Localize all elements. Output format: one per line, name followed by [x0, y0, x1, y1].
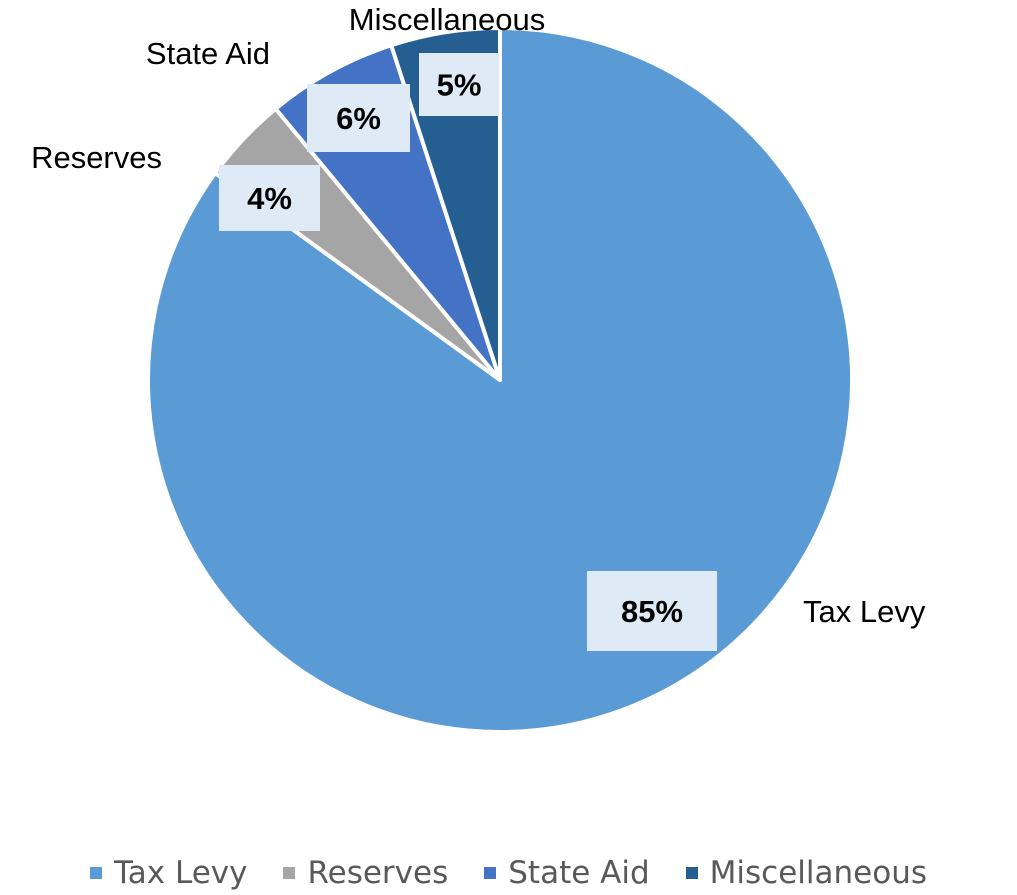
- category-label-tax-levy: Tax Levy: [803, 594, 926, 629]
- pie-labels: 85% Tax Levy 4% Reserves 6% State Aid 5% Miscel…: [31, 2, 926, 651]
- data-label-box-reserves: [219, 165, 320, 231]
- category-label-state-aid: State Aid: [146, 36, 270, 71]
- legend-item-state-aid: State Aid: [484, 855, 650, 891]
- legend-swatch-reserves: [283, 867, 296, 879]
- legend-label-tax-levy: Tax Levy: [113, 855, 248, 891]
- pie-slices: [146, 26, 854, 734]
- legend-swatch-state-aid: [484, 867, 497, 879]
- legend-label-state-aid: State Aid: [508, 855, 650, 891]
- legend-item-reserves: Reserves: [283, 855, 448, 891]
- category-label-miscellaneous: Miscellaneous: [349, 2, 545, 37]
- category-label-reserves: Reserves: [31, 140, 162, 175]
- legend-label-miscellaneous: Miscellaneous: [709, 855, 928, 891]
- data-label-box-state-aid: [307, 84, 410, 152]
- legend-swatch-tax-levy: [89, 867, 102, 879]
- legend: Tax Levy Reserves State Aid Miscellaneou…: [0, 851, 1017, 895]
- legend-swatch-miscellaneous: [685, 867, 698, 879]
- data-label-state-aid: 6%: [336, 101, 381, 136]
- data-label-reserves: 4%: [247, 181, 292, 216]
- legend-item-tax-levy: Tax Levy: [89, 855, 248, 891]
- data-label-miscellaneous: 5%: [437, 68, 482, 103]
- data-label-tax-levy: 85%: [621, 594, 683, 629]
- data-label-box-miscellaneous: [419, 53, 499, 116]
- legend-item-miscellaneous: Miscellaneous: [685, 855, 928, 891]
- data-label-box-tax-levy: [587, 571, 717, 651]
- legend-label-reserves: Reserves: [307, 855, 449, 891]
